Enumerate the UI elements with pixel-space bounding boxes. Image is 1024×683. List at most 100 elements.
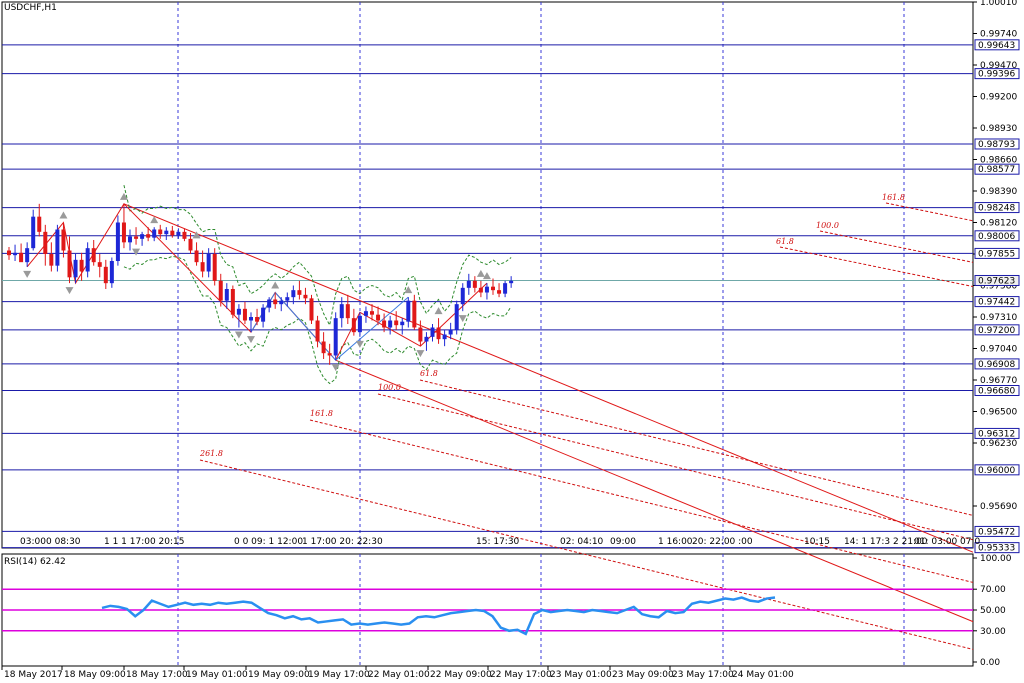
fractal-up-arrow [192, 231, 201, 239]
fib-upper-label: 161.8 [882, 193, 905, 202]
fib-lower-label: 161.8 [310, 409, 333, 418]
fractal-down-arrow [416, 350, 425, 358]
candle-body [339, 304, 344, 319]
price-level-box [974, 358, 1020, 370]
price-level-label: 0.98006 [978, 232, 1015, 242]
candle-body [273, 299, 278, 305]
time-tick-label: 19 May 17:00 [308, 670, 370, 680]
time-tick-label: 19 May 09:00 [248, 670, 310, 680]
fib-lower-label: 100.0 [378, 383, 401, 392]
trend-channel-upper [123, 203, 974, 553]
fractal-down-arrow [23, 270, 32, 278]
candle-body [442, 334, 447, 340]
time-tick-label: 24 May 01:00 [732, 670, 794, 680]
candle-body [424, 336, 429, 342]
price-level-label: 0.96312 [978, 429, 1015, 439]
price-tick-label: 0.98120 [980, 219, 1017, 229]
session-time-label: 20: 22:00 :00 [692, 537, 753, 547]
price-tick-label: 0.98390 [980, 187, 1017, 197]
candle-body [91, 248, 96, 263]
session-time-label: 10:15 [804, 537, 830, 547]
time-tick-label: 23 May 17:00 [672, 670, 734, 680]
price-tick-label: 0.97580 [980, 282, 1017, 292]
candle-body [128, 236, 132, 243]
fib-upper-line-0 [779, 246, 974, 288]
candle-body [454, 304, 459, 330]
candle-body [388, 320, 393, 328]
fib-lower-line-1 [377, 393, 974, 541]
rsi-tick-label: 70.00 [980, 585, 1006, 595]
fractal-down-arrow [132, 248, 141, 256]
session-time-label: 02: 04:10 [560, 537, 604, 547]
candle-body [497, 290, 502, 294]
session-time-label: 1 1 1 17:00 20:15 [104, 537, 185, 547]
candle-body [460, 287, 465, 305]
candle-body [357, 315, 362, 333]
candle-body [25, 248, 30, 263]
fib-lower-label: 261.8 [199, 449, 223, 458]
price-level-label: 0.97200 [978, 326, 1015, 336]
time-tick-label: 22 May 01:00 [368, 670, 430, 680]
candle-body [134, 236, 139, 239]
candle-body [376, 314, 381, 321]
candle-body [103, 266, 108, 284]
candle-body [97, 262, 102, 267]
candle-body [472, 280, 477, 288]
price-level-box [974, 138, 1020, 150]
price-level-label: 0.95333 [978, 544, 1015, 554]
candle-body [109, 261, 114, 284]
time-tick-label: 18 May 17:00 [126, 670, 188, 680]
candle-body [484, 286, 489, 293]
time-tick-label: 22 May 09:00 [430, 670, 492, 680]
trend-channel-lower [335, 359, 974, 623]
price-level-box [974, 296, 1020, 308]
rsi-tick-label: 50.00 [980, 606, 1006, 616]
candle-body [7, 250, 11, 256]
session-time-label: 1 16:00 [658, 537, 693, 547]
price-tick-label: 0.99200 [980, 93, 1017, 103]
candle-body [224, 289, 229, 301]
fractal-up-arrow [150, 216, 159, 224]
price-level-label: 0.96000 [978, 466, 1015, 476]
time-tick-label: 23 May 09:00 [612, 670, 674, 680]
price-level-box [974, 202, 1020, 214]
fib-lower-line-3 [199, 459, 974, 650]
candle-body [146, 234, 151, 238]
fractal-down-arrow [247, 336, 255, 344]
fib-upper-label: 100.0 [816, 221, 839, 230]
candle-body [400, 321, 405, 326]
candle-body [394, 320, 399, 326]
price-tick-label: 1.00010 [980, 0, 1017, 8]
candle-body [345, 304, 350, 319]
candle-body [85, 248, 90, 272]
candle-body [291, 290, 296, 298]
session-time-label: 03:00 [20, 537, 46, 547]
candle-body [158, 229, 163, 235]
fractal-up-arrow [434, 307, 443, 315]
candle-body [279, 300, 284, 305]
candle-body [370, 311, 374, 315]
candle-body [212, 254, 217, 281]
candle-body [43, 231, 48, 254]
candle-body [67, 250, 72, 278]
candle-body [297, 290, 302, 295]
candle-body [230, 289, 235, 315]
candle-body [430, 327, 435, 337]
candle-body [242, 308, 247, 321]
candle-body [13, 252, 18, 256]
price-level-box [974, 427, 1020, 439]
fractal-down-arrow [458, 315, 467, 323]
candle-body [140, 234, 145, 239]
price-tick-label: 0.99470 [980, 61, 1017, 71]
candle-body [466, 280, 471, 288]
session-time-label: 09:00 [610, 537, 636, 547]
candle-body [255, 317, 260, 322]
fractal-up-arrow [119, 192, 128, 200]
price-tick-label: 0.98660 [980, 156, 1017, 166]
session-time-label: 01: 03:00 [914, 537, 958, 547]
time-tick-label: 18 May 2017 [4, 670, 63, 680]
fractal-down-arrow [234, 331, 243, 339]
price-level-box [974, 324, 1020, 336]
